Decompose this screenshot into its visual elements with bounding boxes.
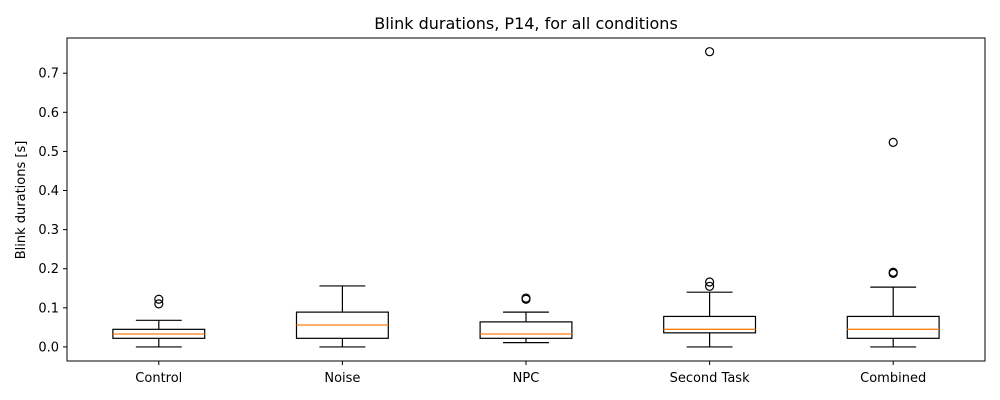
outlier-point	[154, 294, 164, 304]
iqr-box	[846, 315, 940, 339]
y-tick-label: 0.1	[38, 301, 59, 316]
outlier-point	[704, 281, 715, 291]
x-tick-label: NPC	[513, 371, 540, 386]
x-tick-label: Control	[135, 371, 182, 386]
outlier-point	[888, 267, 898, 277]
y-tick-label: 0.2	[38, 262, 59, 277]
x-tick-label: Combined	[860, 371, 926, 386]
iqr-box	[479, 321, 573, 339]
x-tick-label: Second Task	[670, 371, 751, 386]
axes-frame	[66, 37, 986, 362]
x-tick-label: Noise	[324, 371, 360, 386]
y-tick-label: 0.3	[38, 223, 59, 238]
iqr-box	[663, 315, 757, 334]
plot-area: 0.0 0.1 0.2 0.3 0.4 0.5 0.6 0.7 Control Noise NPC S…	[38, 47, 940, 386]
outlier-point	[704, 277, 715, 287]
y-axis-label: Blink durations [s]	[14, 141, 29, 260]
y-tick-label: 0.4	[38, 184, 59, 199]
y-tick-label: 0.5	[38, 145, 59, 160]
y-tick-label: 0.7	[38, 67, 59, 82]
outlier-point	[704, 47, 715, 57]
outlier-point	[888, 137, 898, 148]
outlier-point	[521, 293, 531, 303]
outlier-point	[154, 299, 164, 309]
y-tick-label: 0.0	[38, 340, 59, 355]
chart-title: Blink durations, P14, for all conditions	[374, 14, 678, 33]
y-tick-label: 0.6	[38, 106, 59, 121]
